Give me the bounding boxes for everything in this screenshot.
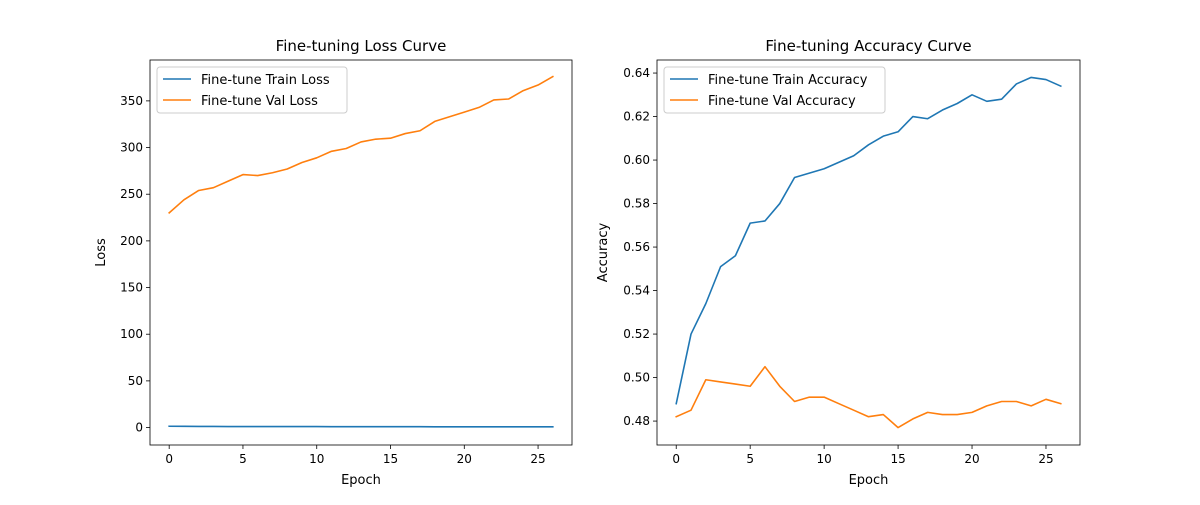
series-line-2 [168,75,554,215]
x-axis-label: Epoch [849,473,889,488]
y-tick-label: 100 [120,327,143,341]
y-tick-label: 0.50 [623,371,650,385]
x-tick-label: 15 [383,452,398,466]
y-axis-label: Accuracy [596,223,611,283]
series-line-1 [675,76,1062,405]
y-tick-label: 150 [120,281,143,295]
legend-label: Fine-tune Val Accuracy [708,94,856,109]
y-tick-label: 0.56 [623,240,650,254]
y-tick-label: 0.58 [623,197,650,211]
chart-title: Fine-tuning Loss Curve [276,37,447,55]
x-tick-label: 25 [1038,452,1053,466]
x-axis-label: Epoch [341,473,381,488]
x-tick-label: 25 [530,452,545,466]
legend-box [663,66,886,114]
legend-label: Fine-tune Val Loss [201,94,318,109]
y-tick-label: 300 [120,141,143,155]
series-line-1 [168,425,554,428]
y-axis-label: Loss [94,238,109,267]
chart-title: Fine-tuning Accuracy Curve [765,37,971,55]
y-tick-label: 50 [128,374,143,388]
y-tick-label: 0.60 [623,153,650,167]
legend: Fine-tune Train Loss Fine-tune Val Loss [156,66,348,114]
y-tick-label: 0.52 [623,327,650,341]
series-line-2 [675,365,1062,429]
x-tick-label: 15 [890,452,905,466]
legend-box [156,66,348,114]
y-tick-label: 350 [120,94,143,108]
y-tick-label: 200 [120,234,143,248]
x-tick-label: 20 [457,452,472,466]
axes-frame [149,59,573,446]
x-tick-label: 5 [746,452,754,466]
y-tick-label: 0.54 [623,284,650,298]
y-tick-label: 250 [120,187,143,201]
y-tick-label: 0.62 [623,110,650,124]
y-tick-label: 0.64 [623,66,650,80]
y-tick-label: 0.48 [623,414,650,428]
axes-frame [656,59,1081,446]
x-tick-label: 5 [239,452,247,466]
x-tick-label: 10 [816,452,831,466]
chart-2: Fine-tuning Accuracy Curve 0 5 10 15 20 25 0.48… [596,37,1081,488]
legend-label: Fine-tune Train Accuracy [708,73,868,88]
x-tick-label: 0 [672,452,680,466]
x-tick-label: 0 [165,452,173,466]
x-tick-label: 20 [964,452,979,466]
legend: Fine-tune Train Accuracy Fine-tune Val Ac… [663,66,886,114]
legend-label: Fine-tune Train Loss [201,73,330,88]
y-tick-label: 0 [135,421,143,435]
x-tick-label: 10 [309,452,324,466]
